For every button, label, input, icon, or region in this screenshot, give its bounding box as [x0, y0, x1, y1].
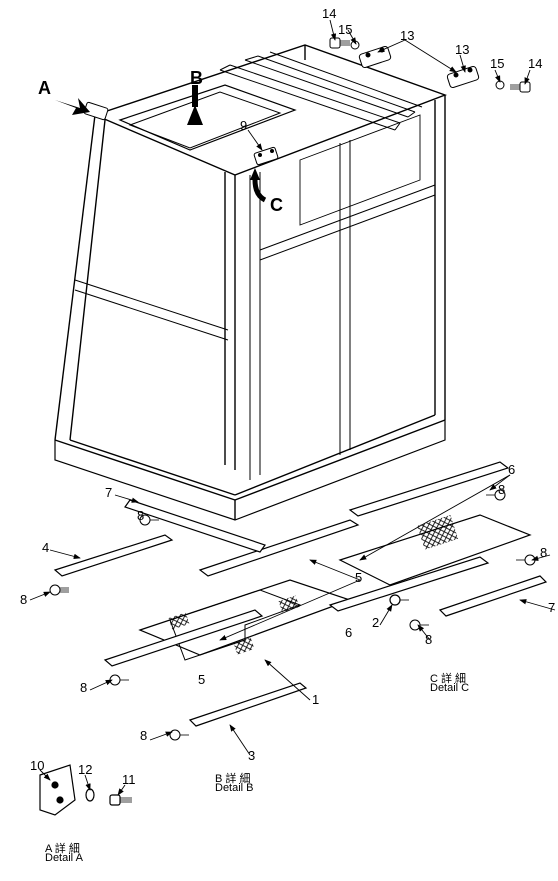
callout-13: 13 [400, 28, 414, 43]
callout-7b: 7 [548, 600, 555, 615]
callout-3: 3 [248, 748, 255, 763]
callout-8c: 8 [80, 680, 87, 695]
callout-4: 4 [42, 540, 49, 555]
view-label-a: A [38, 78, 51, 99]
callout-15: 15 [338, 22, 352, 37]
callout-8g: 8 [498, 482, 505, 497]
view-label-c: C [270, 195, 283, 216]
leaders [30, 20, 555, 795]
callout-5b: 5 [198, 672, 205, 687]
callout-13b: 13 [455, 42, 469, 57]
callout-6: 6 [508, 462, 515, 477]
callout-6b: 6 [345, 625, 352, 640]
detail-b-en: Detail B [215, 782, 254, 794]
callout-8d: 8 [140, 728, 147, 743]
callout-14b: 14 [528, 56, 542, 71]
callout-8b: 8 [20, 592, 27, 607]
callout-14: 14 [322, 6, 336, 21]
callout-5: 5 [355, 570, 362, 585]
callout-12: 12 [78, 762, 92, 777]
callout-8f: 8 [425, 632, 432, 647]
detail-a-en: Detail A [45, 852, 83, 864]
detail-c [330, 462, 546, 630]
callout-11: 11 [122, 772, 136, 787]
callout-8e: 8 [540, 545, 547, 560]
cab-body [55, 45, 445, 520]
callout-8a: 8 [137, 508, 144, 523]
callout-9: 9 [240, 118, 247, 133]
callout-10: 10 [30, 758, 44, 773]
callout-2: 2 [372, 615, 379, 630]
view-label-b: B [190, 68, 203, 89]
callout-7: 7 [105, 485, 112, 500]
hinge-9 [254, 147, 279, 165]
callout-15b: 15 [490, 56, 504, 71]
detail-c-en: Detail C [430, 682, 469, 694]
diagram-svg [0, 0, 558, 881]
callout-1: 1 [312, 692, 319, 707]
